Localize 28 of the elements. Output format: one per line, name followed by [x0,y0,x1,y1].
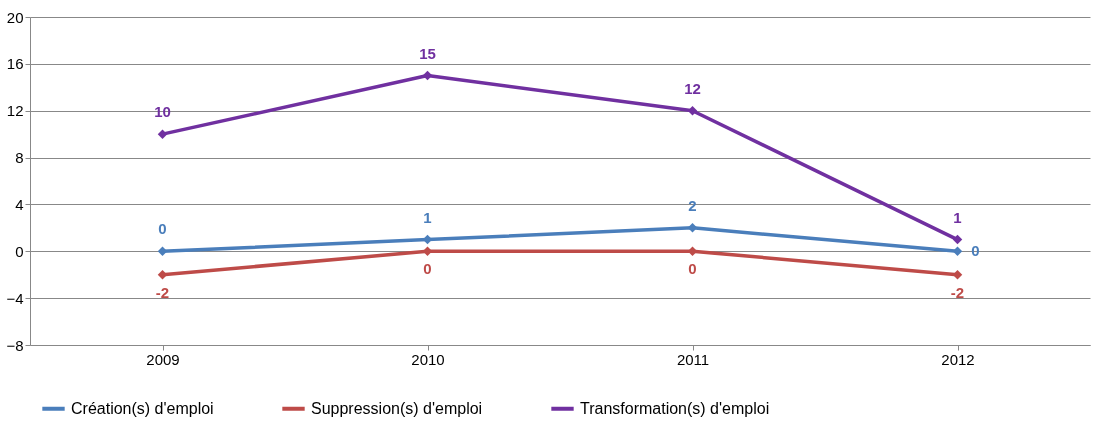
data-label: -2 [155,283,170,301]
y-tick-label: 16 [6,55,24,73]
x-tick-label: 2009 [146,350,180,368]
data-label: 1 [953,208,962,226]
data-label: -2 [950,283,965,301]
legend-label: Suppression(s) d'emploi [311,399,483,417]
data-label: 0 [688,260,697,278]
point [952,234,963,245]
data-label: 0 [158,220,167,238]
y-tick-label: 0 [15,242,24,260]
legend-label: Création(s) d'emploi [71,399,214,417]
x-tick-label: 2010 [411,350,445,368]
y-tick-label: 12 [6,102,24,120]
x-tick-label: 2012 [941,350,975,368]
data-label: 1 [423,208,432,226]
y-tick-label: −4 [6,289,24,307]
legend-label: Transformation(s) d'emploi [580,399,770,417]
y-tick-label: 8 [15,149,24,167]
data-label: 15 [419,44,436,62]
data-label: 0 [423,260,432,278]
y-tick-label: 4 [15,195,24,213]
data-label: 12 [684,79,701,97]
y-tick-label: −8 [6,336,24,354]
point [952,246,963,257]
point [157,129,168,139]
y-tick-label: 20 [6,8,24,26]
x-tick-label: 2011 [676,350,710,368]
point [422,70,433,81]
